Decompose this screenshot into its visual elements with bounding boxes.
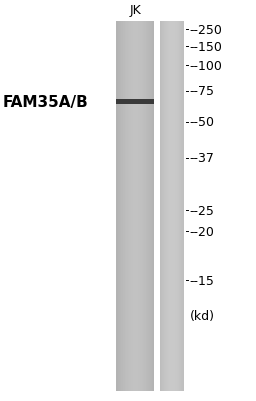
Bar xyxy=(137,22,138,391)
Bar xyxy=(153,22,154,391)
Bar xyxy=(128,22,129,391)
Bar xyxy=(140,22,141,391)
Bar xyxy=(164,22,165,391)
Text: --150: --150 xyxy=(189,41,222,54)
Bar xyxy=(151,22,152,391)
Text: --100: --100 xyxy=(189,60,222,73)
Bar xyxy=(136,22,137,391)
Bar xyxy=(180,22,181,391)
Text: --25: --25 xyxy=(189,204,214,217)
Bar xyxy=(161,22,162,391)
Bar xyxy=(138,22,139,391)
Text: --250: --250 xyxy=(189,24,222,36)
Bar xyxy=(183,22,184,391)
Bar xyxy=(126,22,127,391)
Bar xyxy=(143,22,144,391)
Bar xyxy=(117,22,118,391)
Bar xyxy=(121,22,122,391)
Bar xyxy=(174,22,175,391)
Bar xyxy=(131,22,132,391)
Bar xyxy=(116,100,154,105)
Bar xyxy=(129,22,130,391)
Bar xyxy=(130,22,131,391)
Bar xyxy=(178,22,179,391)
Bar xyxy=(132,22,133,391)
Text: (kd): (kd) xyxy=(189,309,215,322)
Bar xyxy=(167,22,168,391)
Bar xyxy=(146,22,147,391)
Text: --37: --37 xyxy=(189,152,214,165)
Bar xyxy=(165,22,166,391)
Bar xyxy=(124,22,125,391)
Bar xyxy=(171,22,172,391)
Bar xyxy=(139,22,140,391)
Bar xyxy=(170,22,171,391)
Bar xyxy=(173,22,174,391)
Bar xyxy=(163,22,164,391)
Bar xyxy=(169,22,170,391)
Bar xyxy=(182,22,183,391)
Text: --75: --75 xyxy=(189,85,215,98)
Text: --15: --15 xyxy=(189,274,214,287)
Bar xyxy=(149,22,150,391)
Bar xyxy=(176,22,177,391)
Bar xyxy=(120,22,121,391)
Bar xyxy=(141,22,142,391)
Bar xyxy=(134,22,135,391)
Text: JK: JK xyxy=(129,4,141,17)
Text: --20: --20 xyxy=(189,225,214,238)
Bar xyxy=(147,22,148,391)
Bar xyxy=(177,22,178,391)
Bar xyxy=(135,22,136,391)
Bar xyxy=(116,22,117,391)
Bar xyxy=(142,22,143,391)
Bar xyxy=(162,22,163,391)
Bar xyxy=(152,22,153,391)
Bar xyxy=(160,22,161,391)
Bar xyxy=(122,22,123,391)
Bar xyxy=(175,22,176,391)
Bar xyxy=(166,22,167,391)
Bar xyxy=(168,22,169,391)
Bar xyxy=(179,22,180,391)
Bar xyxy=(148,22,149,391)
Bar xyxy=(125,22,126,391)
Bar xyxy=(144,22,145,391)
Text: FAM35A/B: FAM35A/B xyxy=(3,95,88,110)
Bar xyxy=(133,22,134,391)
Bar xyxy=(181,22,182,391)
Bar xyxy=(127,22,128,391)
Text: --50: --50 xyxy=(189,116,215,129)
Bar xyxy=(119,22,120,391)
Bar xyxy=(172,22,173,391)
Bar xyxy=(150,22,151,391)
Bar xyxy=(123,22,124,391)
Bar xyxy=(118,22,119,391)
Bar xyxy=(145,22,146,391)
